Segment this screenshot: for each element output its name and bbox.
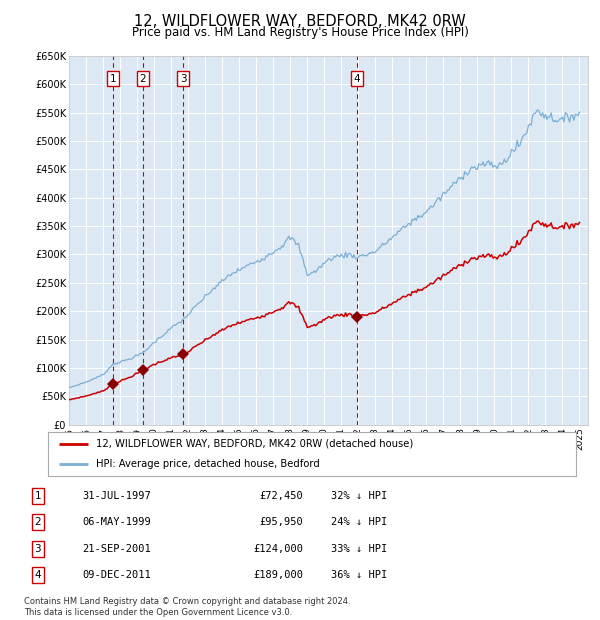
Text: 3: 3 <box>180 74 187 84</box>
Text: £124,000: £124,000 <box>253 544 303 554</box>
Text: 2: 2 <box>140 74 146 84</box>
Text: 09-DEC-2011: 09-DEC-2011 <box>83 570 151 580</box>
Text: HPI: Average price, detached house, Bedford: HPI: Average price, detached house, Bedf… <box>95 459 319 469</box>
Text: 2: 2 <box>35 517 41 528</box>
Text: 1: 1 <box>110 74 116 84</box>
Text: £95,950: £95,950 <box>259 517 303 528</box>
Text: 3: 3 <box>35 544 41 554</box>
Text: 06-MAY-1999: 06-MAY-1999 <box>83 517 151 528</box>
Text: 4: 4 <box>35 570 41 580</box>
Text: 12, WILDFLOWER WAY, BEDFORD, MK42 0RW (detached house): 12, WILDFLOWER WAY, BEDFORD, MK42 0RW (d… <box>95 438 413 449</box>
Text: 36% ↓ HPI: 36% ↓ HPI <box>331 570 387 580</box>
Text: £189,000: £189,000 <box>253 570 303 580</box>
Text: 12, WILDFLOWER WAY, BEDFORD, MK42 0RW: 12, WILDFLOWER WAY, BEDFORD, MK42 0RW <box>134 14 466 29</box>
Text: Price paid vs. HM Land Registry's House Price Index (HPI): Price paid vs. HM Land Registry's House … <box>131 26 469 39</box>
Text: 1: 1 <box>35 491 41 501</box>
Text: £72,450: £72,450 <box>259 491 303 501</box>
Text: 24% ↓ HPI: 24% ↓ HPI <box>331 517 387 528</box>
Text: 32% ↓ HPI: 32% ↓ HPI <box>331 491 387 501</box>
Text: Contains HM Land Registry data © Crown copyright and database right 2024.
This d: Contains HM Land Registry data © Crown c… <box>24 598 350 617</box>
Text: 33% ↓ HPI: 33% ↓ HPI <box>331 544 387 554</box>
Text: 31-JUL-1997: 31-JUL-1997 <box>83 491 151 501</box>
Text: 21-SEP-2001: 21-SEP-2001 <box>83 544 151 554</box>
Text: 4: 4 <box>354 74 361 84</box>
